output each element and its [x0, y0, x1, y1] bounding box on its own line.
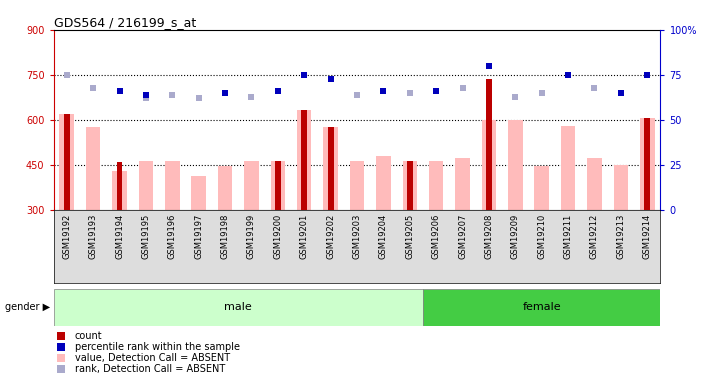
- Text: GSM19197: GSM19197: [194, 214, 203, 259]
- Text: GSM19213: GSM19213: [616, 214, 625, 259]
- Text: GSM19196: GSM19196: [168, 214, 177, 259]
- Bar: [644, 118, 650, 210]
- Text: GDS564 / 216199_s_at: GDS564 / 216199_s_at: [54, 16, 196, 29]
- Bar: [613, 165, 628, 210]
- Bar: [218, 166, 232, 210]
- Bar: [244, 161, 258, 210]
- Text: GSM19192: GSM19192: [62, 214, 71, 259]
- Bar: [587, 158, 602, 210]
- Bar: [86, 127, 101, 210]
- Bar: [407, 161, 413, 210]
- Bar: [112, 171, 127, 210]
- Bar: [376, 156, 391, 210]
- Text: GSM19208: GSM19208: [484, 214, 493, 259]
- Bar: [535, 166, 549, 210]
- Bar: [482, 120, 496, 210]
- Text: GSM19212: GSM19212: [590, 214, 599, 259]
- Bar: [275, 160, 281, 210]
- Bar: [328, 127, 333, 210]
- Text: percentile rank within the sample: percentile rank within the sample: [75, 342, 240, 352]
- Text: male: male: [224, 303, 252, 312]
- Text: GSM19209: GSM19209: [511, 214, 520, 259]
- Text: GSM19195: GSM19195: [141, 214, 151, 259]
- Text: GSM19204: GSM19204: [379, 214, 388, 259]
- Text: GSM19193: GSM19193: [89, 214, 98, 259]
- Bar: [271, 160, 285, 210]
- Text: GSM19205: GSM19205: [406, 214, 414, 259]
- Bar: [486, 80, 492, 210]
- Text: GSM19202: GSM19202: [326, 214, 335, 259]
- Text: GSM19199: GSM19199: [247, 214, 256, 259]
- Bar: [429, 160, 443, 210]
- Bar: [640, 118, 655, 210]
- Bar: [64, 114, 70, 210]
- Text: GSM19203: GSM19203: [353, 214, 361, 259]
- Text: value, Detection Call = ABSENT: value, Detection Call = ABSENT: [75, 353, 230, 363]
- Bar: [350, 160, 364, 210]
- Bar: [403, 161, 417, 210]
- Bar: [54, 289, 423, 326]
- Text: GSM19206: GSM19206: [432, 214, 441, 259]
- Bar: [297, 110, 311, 210]
- Text: GSM19211: GSM19211: [563, 214, 573, 259]
- Bar: [508, 120, 523, 210]
- Bar: [423, 289, 660, 326]
- Bar: [116, 162, 122, 210]
- Bar: [456, 158, 470, 210]
- Text: GSM19198: GSM19198: [221, 214, 230, 259]
- Bar: [191, 176, 206, 210]
- Bar: [323, 127, 338, 210]
- Text: count: count: [75, 331, 102, 340]
- Text: GSM19214: GSM19214: [643, 214, 652, 259]
- Text: rank, Detection Call = ABSENT: rank, Detection Call = ABSENT: [75, 364, 225, 374]
- Bar: [139, 161, 154, 210]
- Text: GSM19194: GSM19194: [115, 214, 124, 259]
- Text: GSM19210: GSM19210: [537, 214, 546, 259]
- Bar: [59, 114, 74, 210]
- Bar: [560, 126, 575, 210]
- Text: GSM19200: GSM19200: [273, 214, 282, 259]
- Text: female: female: [523, 303, 561, 312]
- Bar: [165, 161, 179, 210]
- Bar: [301, 110, 307, 210]
- Text: GSM19201: GSM19201: [300, 214, 308, 259]
- Text: GSM19207: GSM19207: [458, 214, 467, 259]
- Text: gender ▶: gender ▶: [5, 303, 50, 312]
